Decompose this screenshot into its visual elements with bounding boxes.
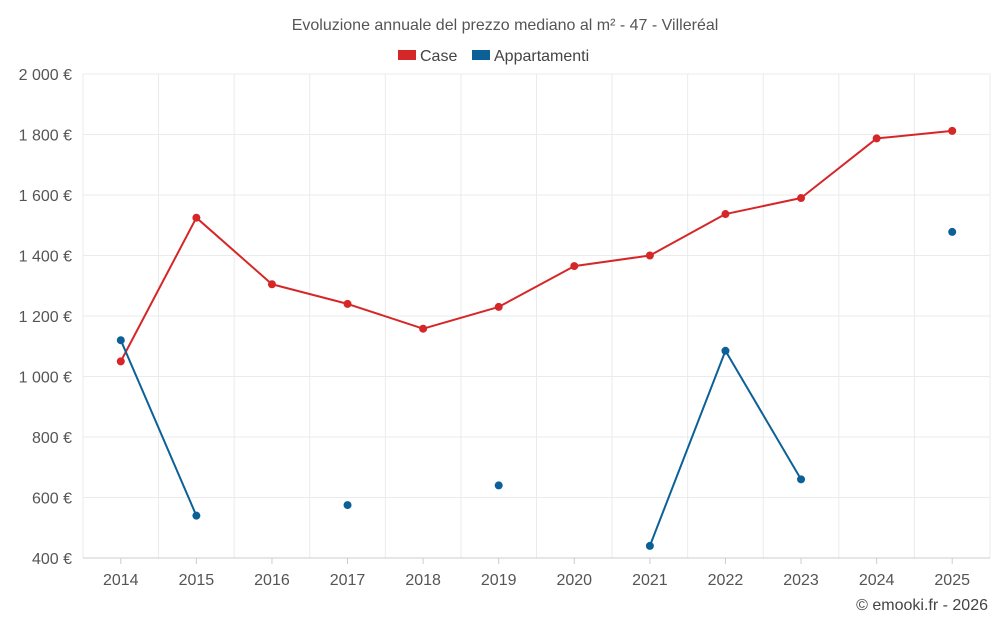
data-point-case-2018[interactable]: Case 2018: 1158	[419, 324, 428, 333]
y-tick-label: 600 €	[32, 491, 72, 508]
x-tick-label: 2019	[481, 572, 517, 589]
y-tick-label: 800 €	[32, 430, 72, 447]
data-point-appartamenti-2017[interactable]: Appartamenti 2017: 575	[343, 501, 352, 510]
data-point-case-2022[interactable]: Case 2022: 1537	[721, 210, 730, 219]
data-point-case-2023[interactable]: Case 2023: 1590	[797, 194, 806, 203]
legend-swatch-appartamenti	[472, 50, 490, 60]
x-tick-label: 2017	[330, 572, 366, 589]
legend-item-case[interactable]: Case	[398, 48, 457, 65]
series-line-segment	[119, 339, 198, 517]
legend-label-appartamenti: Appartamenti	[494, 48, 589, 65]
series-line-segment	[119, 129, 953, 362]
y-tick-label: 400 €	[32, 551, 72, 568]
grid	[82, 73, 991, 559]
x-tick-label: 2018	[405, 572, 441, 589]
data-point-case-2015[interactable]: Case 2015: 1525	[192, 213, 201, 222]
axes: 400 € 600 € 800 € 1 000 € 1 200 € 1 400 € 1 60…	[19, 67, 990, 589]
x-tick-label: 2016	[254, 572, 290, 589]
data-point-case-2020[interactable]: Case 2020: 1365	[570, 262, 579, 271]
x-tick-label: 2020	[556, 572, 592, 589]
legend-item-appartamenti[interactable]: Appartamenti	[472, 48, 589, 65]
plot-area: Case 2014: 1050 Case 2015: 1525 Case 2016:…	[116, 126, 957, 550]
y-tick-label: 1 600 €	[19, 188, 72, 205]
y-tick-label: 1 000 €	[19, 370, 72, 387]
legend-label-case: Case	[420, 48, 457, 65]
x-tick-label: 2023	[783, 572, 819, 589]
x-tick-label: 2014	[103, 572, 139, 589]
data-point-appartamenti-2021[interactable]: Appartamenti 2021: 440	[645, 541, 654, 550]
data-point-case-2016[interactable]: Case 2016: 1305	[267, 280, 276, 289]
data-point-case-2024[interactable]: Case 2024: 1787	[872, 134, 881, 143]
chart-title: Evoluzione annuale del prezzo mediano al…	[292, 17, 719, 34]
data-point-case-2025[interactable]: Case 2025: 1812	[948, 126, 957, 135]
x-tick-label: 2025	[934, 572, 970, 589]
x-tick-label: 2022	[708, 572, 744, 589]
legend-swatch-case	[398, 50, 416, 60]
credit-text: © emooki.fr - 2026	[856, 597, 988, 614]
y-tick-label: 2 000 €	[19, 67, 72, 84]
y-tick-label: 1 200 €	[19, 309, 72, 326]
y-tick-label: 1 400 €	[19, 249, 72, 266]
data-point-appartamenti-2022[interactable]: Appartamenti 2022: 1085	[721, 346, 730, 355]
series-case: Case 2014: 1050 Case 2015: 1525 Case 2016:…	[116, 126, 957, 366]
data-point-appartamenti-2025[interactable]: Appartamenti 2025: 1478	[948, 227, 957, 236]
data-point-case-2019[interactable]: Case 2019: 1230	[494, 302, 503, 311]
data-point-appartamenti-2014[interactable]: Appartamenti 2014: 1120	[116, 336, 125, 345]
data-point-appartamenti-2019[interactable]: Appartamenti 2019: 640	[494, 481, 503, 490]
data-point-case-2014[interactable]: Case 2014: 1050	[116, 357, 125, 366]
x-tick-label: 2024	[859, 572, 895, 589]
data-point-appartamenti-2015[interactable]: Appartamenti 2015: 540	[192, 511, 201, 520]
x-tick-label: 2015	[179, 572, 215, 589]
data-point-appartamenti-2023[interactable]: Appartamenti 2023: 660	[797, 475, 806, 484]
series-line-segment	[648, 349, 802, 547]
series-appartamenti: Appartamenti 2014: 1120 Appartamenti 2015…	[116, 227, 957, 550]
x-tick-label: 2021	[632, 572, 668, 589]
legend: Case Appartamenti	[398, 48, 589, 65]
y-tick-label: 1 800 €	[19, 128, 72, 145]
data-point-case-2017[interactable]: Case 2017: 1240	[343, 299, 352, 308]
